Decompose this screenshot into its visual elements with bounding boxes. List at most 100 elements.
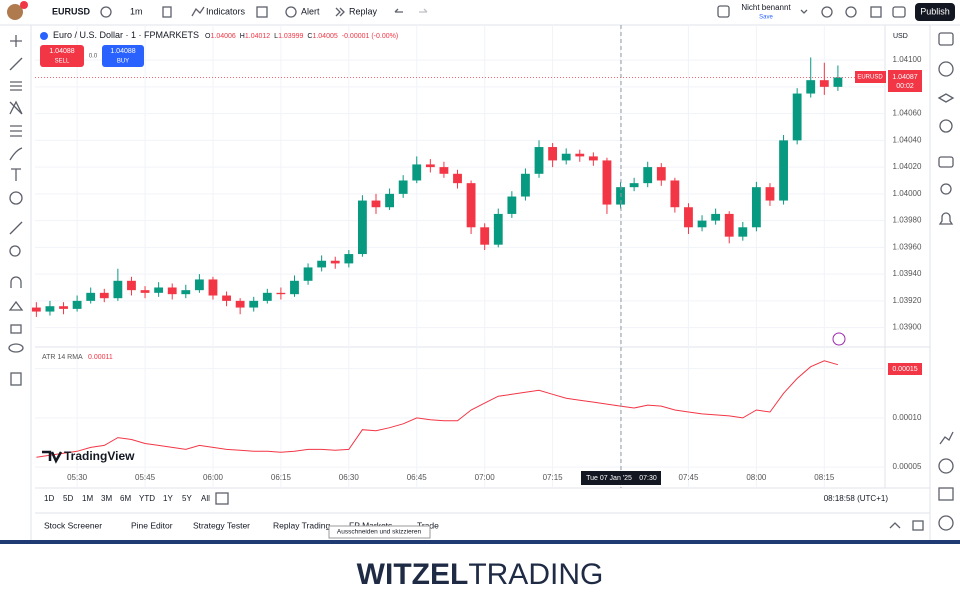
bars-icon[interactable]	[162, 6, 172, 18]
timeframe[interactable]: 1M	[82, 494, 93, 503]
bottom-panel: Stock Screener Pine Editor Strategy Tester…	[35, 512, 930, 531]
candle-body	[507, 196, 517, 214]
timeframe[interactable]: 5D	[63, 494, 73, 503]
candle-body	[684, 207, 693, 228]
banner-line	[0, 540, 960, 544]
templates-icon[interactable]	[256, 6, 268, 18]
brush-tool[interactable]	[9, 147, 23, 161]
interval[interactable]: 1m	[130, 6, 143, 16]
buy[interactable]: BUY	[117, 59, 129, 65]
currency[interactable]: USD	[893, 33, 908, 40]
buy-button[interactable]	[102, 45, 144, 67]
change: -0.00001 (-0.00%)	[342, 33, 398, 40]
timeframe[interactable]: 1D	[44, 494, 54, 503]
event-icon[interactable]	[832, 332, 846, 346]
price-tags: EURUSD 1.04087 00:02 0.00015	[855, 70, 922, 375]
alerts-icon[interactable]	[938, 61, 954, 77]
panel-tab[interactable]: Strategy Tester	[193, 520, 250, 530]
redo-icon[interactable]	[419, 8, 428, 13]
emoji-tool[interactable]	[9, 191, 23, 205]
candle-body	[439, 167, 449, 174]
candle-body	[140, 290, 150, 293]
cross-tool[interactable]	[10, 35, 22, 47]
layers-icon[interactable]	[937, 93, 955, 103]
search-icon[interactable]	[821, 6, 833, 18]
symbol[interactable]: EURUSD	[52, 6, 91, 16]
candle-body	[656, 167, 666, 181]
text-tool[interactable]	[11, 168, 21, 181]
avatar[interactable]	[7, 4, 23, 20]
candle-body	[222, 295, 231, 301]
tooltip-box	[328, 525, 431, 539]
checkbox[interactable]	[717, 5, 730, 18]
publish[interactable]: Publish	[920, 6, 950, 16]
dropdown[interactable]	[800, 9, 808, 14]
save[interactable]: Save	[759, 15, 773, 21]
x-tick-label: 08:00	[746, 473, 767, 482]
ruler-tool[interactable]	[9, 221, 23, 235]
camera-icon[interactable]	[892, 6, 906, 18]
zoom-tool[interactable]	[9, 245, 21, 257]
candle-body	[453, 173, 462, 184]
candle-body	[276, 292, 286, 295]
candle-body	[181, 290, 191, 295]
buy-price[interactable]: 1.04088	[110, 48, 135, 55]
panel-tab[interactable]: Pine Editor	[131, 520, 173, 530]
panel-tab[interactable]: Replay Trading	[273, 520, 330, 530]
publish-button[interactable]	[915, 3, 955, 21]
indicators[interactable]: Indicators	[206, 6, 246, 16]
lock-tool[interactable]	[10, 324, 22, 334]
timeframe[interactable]: 6M	[120, 494, 131, 503]
watchlist-icon[interactable]	[938, 32, 954, 46]
candle-body	[235, 300, 245, 308]
candle-body	[575, 153, 585, 157]
line-tool[interactable]	[9, 57, 23, 71]
timeframe[interactable]: 1Y	[163, 494, 173, 503]
candle-body	[99, 292, 109, 299]
dom-icon[interactable]	[938, 458, 954, 474]
replay[interactable]: Replay	[349, 6, 378, 16]
candle-body	[31, 307, 41, 312]
panel-tab[interactable]: Trade	[417, 520, 439, 530]
stream-icon[interactable]	[940, 183, 952, 195]
fib-tool[interactable]	[10, 81, 22, 91]
sell-button[interactable]	[40, 45, 84, 67]
candle-body	[72, 300, 82, 309]
magnet-tool[interactable]	[10, 276, 22, 288]
layout-name[interactable]: Nicht benannt	[741, 3, 791, 12]
timeframe[interactable]: YTD	[139, 494, 155, 503]
sell-price[interactable]: 1.04088	[49, 48, 74, 55]
trading-icon[interactable]	[939, 431, 954, 445]
projection-tool[interactable]	[10, 125, 22, 137]
add-icon[interactable]	[100, 6, 112, 18]
pattern-tool[interactable]	[9, 100, 23, 115]
timeframe[interactable]: 5Y	[182, 494, 192, 503]
drawing-mode[interactable]	[8, 300, 24, 311]
help-icon[interactable]	[938, 515, 954, 531]
candle-body	[643, 167, 653, 184]
maximize-icon[interactable]	[912, 520, 924, 531]
visibility-tool[interactable]	[8, 343, 24, 353]
chat-icon[interactable]	[938, 156, 954, 168]
alert[interactable]: Alert	[301, 6, 320, 16]
timeframe[interactable]: 3M	[101, 494, 112, 503]
date-range-icon[interactable]	[215, 492, 229, 505]
banner-bold: WITZEL	[357, 558, 469, 591]
panel-tab[interactable]: Stock Screener	[44, 520, 102, 530]
settings-icon[interactable]	[845, 6, 857, 18]
candle-body	[385, 193, 394, 208]
timeframe[interactable]: All	[201, 494, 210, 503]
undo-icon[interactable]	[394, 8, 403, 13]
fullscreen-icon[interactable]	[870, 6, 882, 18]
panel-tab[interactable]: FP Markets	[349, 520, 392, 530]
calendar-icon[interactable]	[938, 487, 954, 501]
notifications-icon[interactable]	[938, 212, 954, 225]
collapse-icon[interactable]	[889, 522, 901, 529]
x-tick-label: 06:15	[271, 473, 292, 482]
candle-body	[371, 200, 381, 208]
trash-tool[interactable]	[10, 372, 22, 386]
ideas-icon[interactable]	[939, 119, 953, 133]
atr-title: ATR 14 RMA	[42, 354, 83, 361]
ohlc-label: H	[240, 33, 245, 40]
sell[interactable]: SELL	[55, 59, 70, 65]
